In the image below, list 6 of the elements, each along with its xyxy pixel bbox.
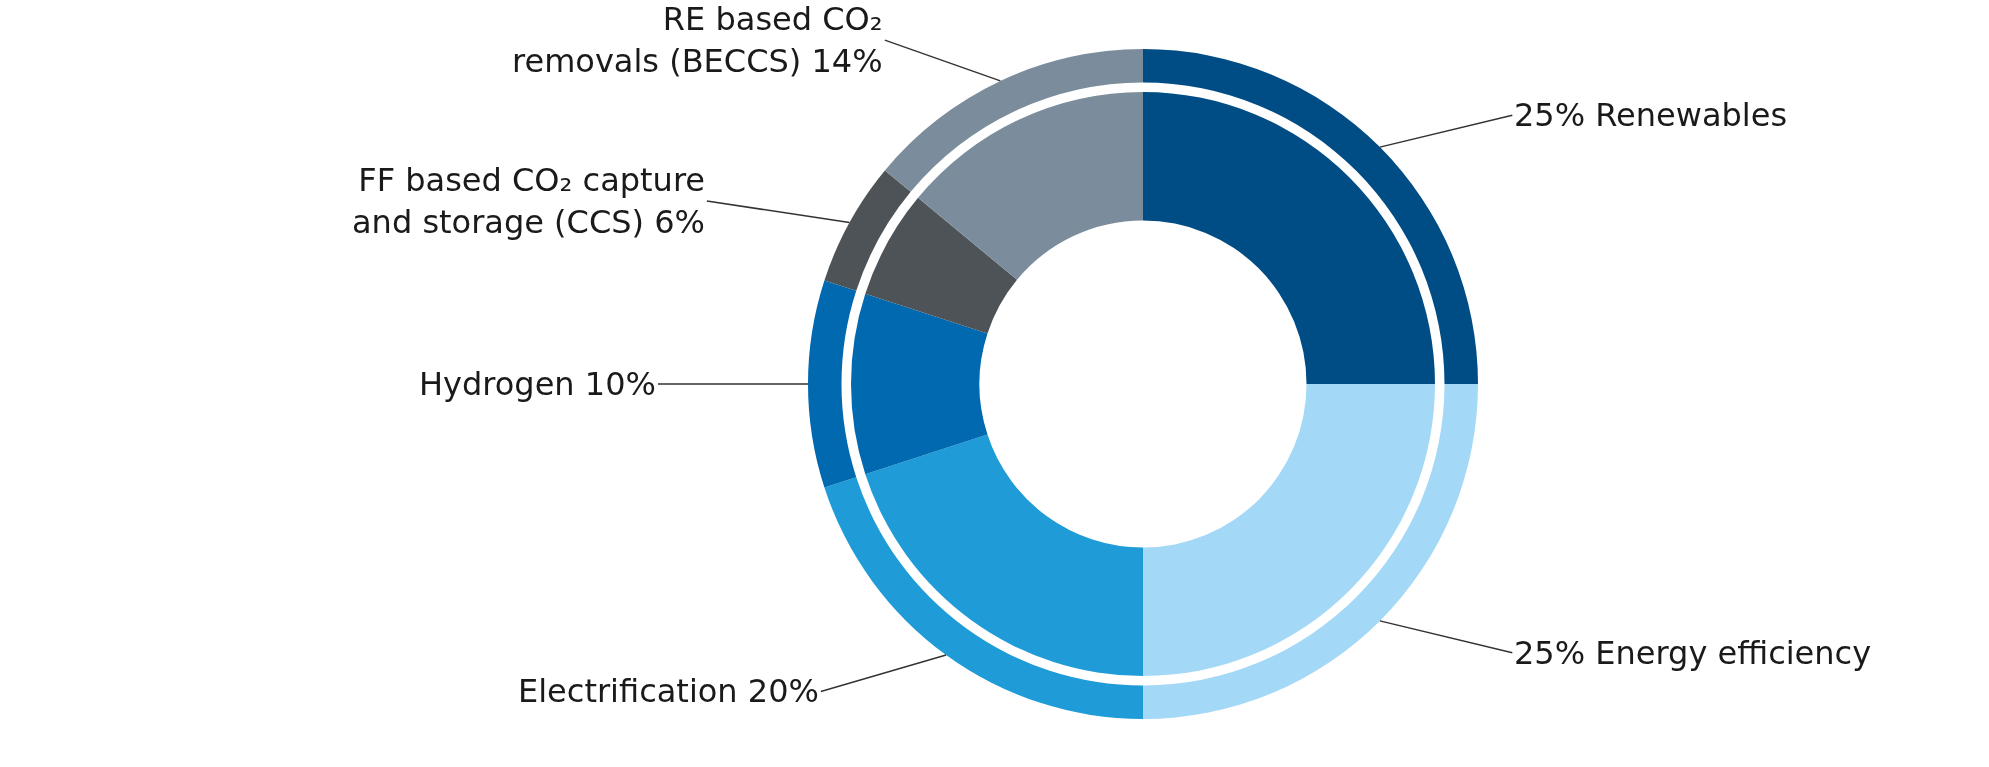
slice-label: 25% Energy efficiency [1514,634,1872,672]
slice-label: Hydrogen 10% [419,365,656,403]
slice-label: Electrification 20% [518,672,819,710]
slice-label: 25% Renewables [1514,96,1788,134]
slice-label: RE based CO₂ removals (BECCS) 14% [512,0,883,80]
slice-label: FF based CO₂ capture and storage (CCS) 6% [352,161,706,241]
